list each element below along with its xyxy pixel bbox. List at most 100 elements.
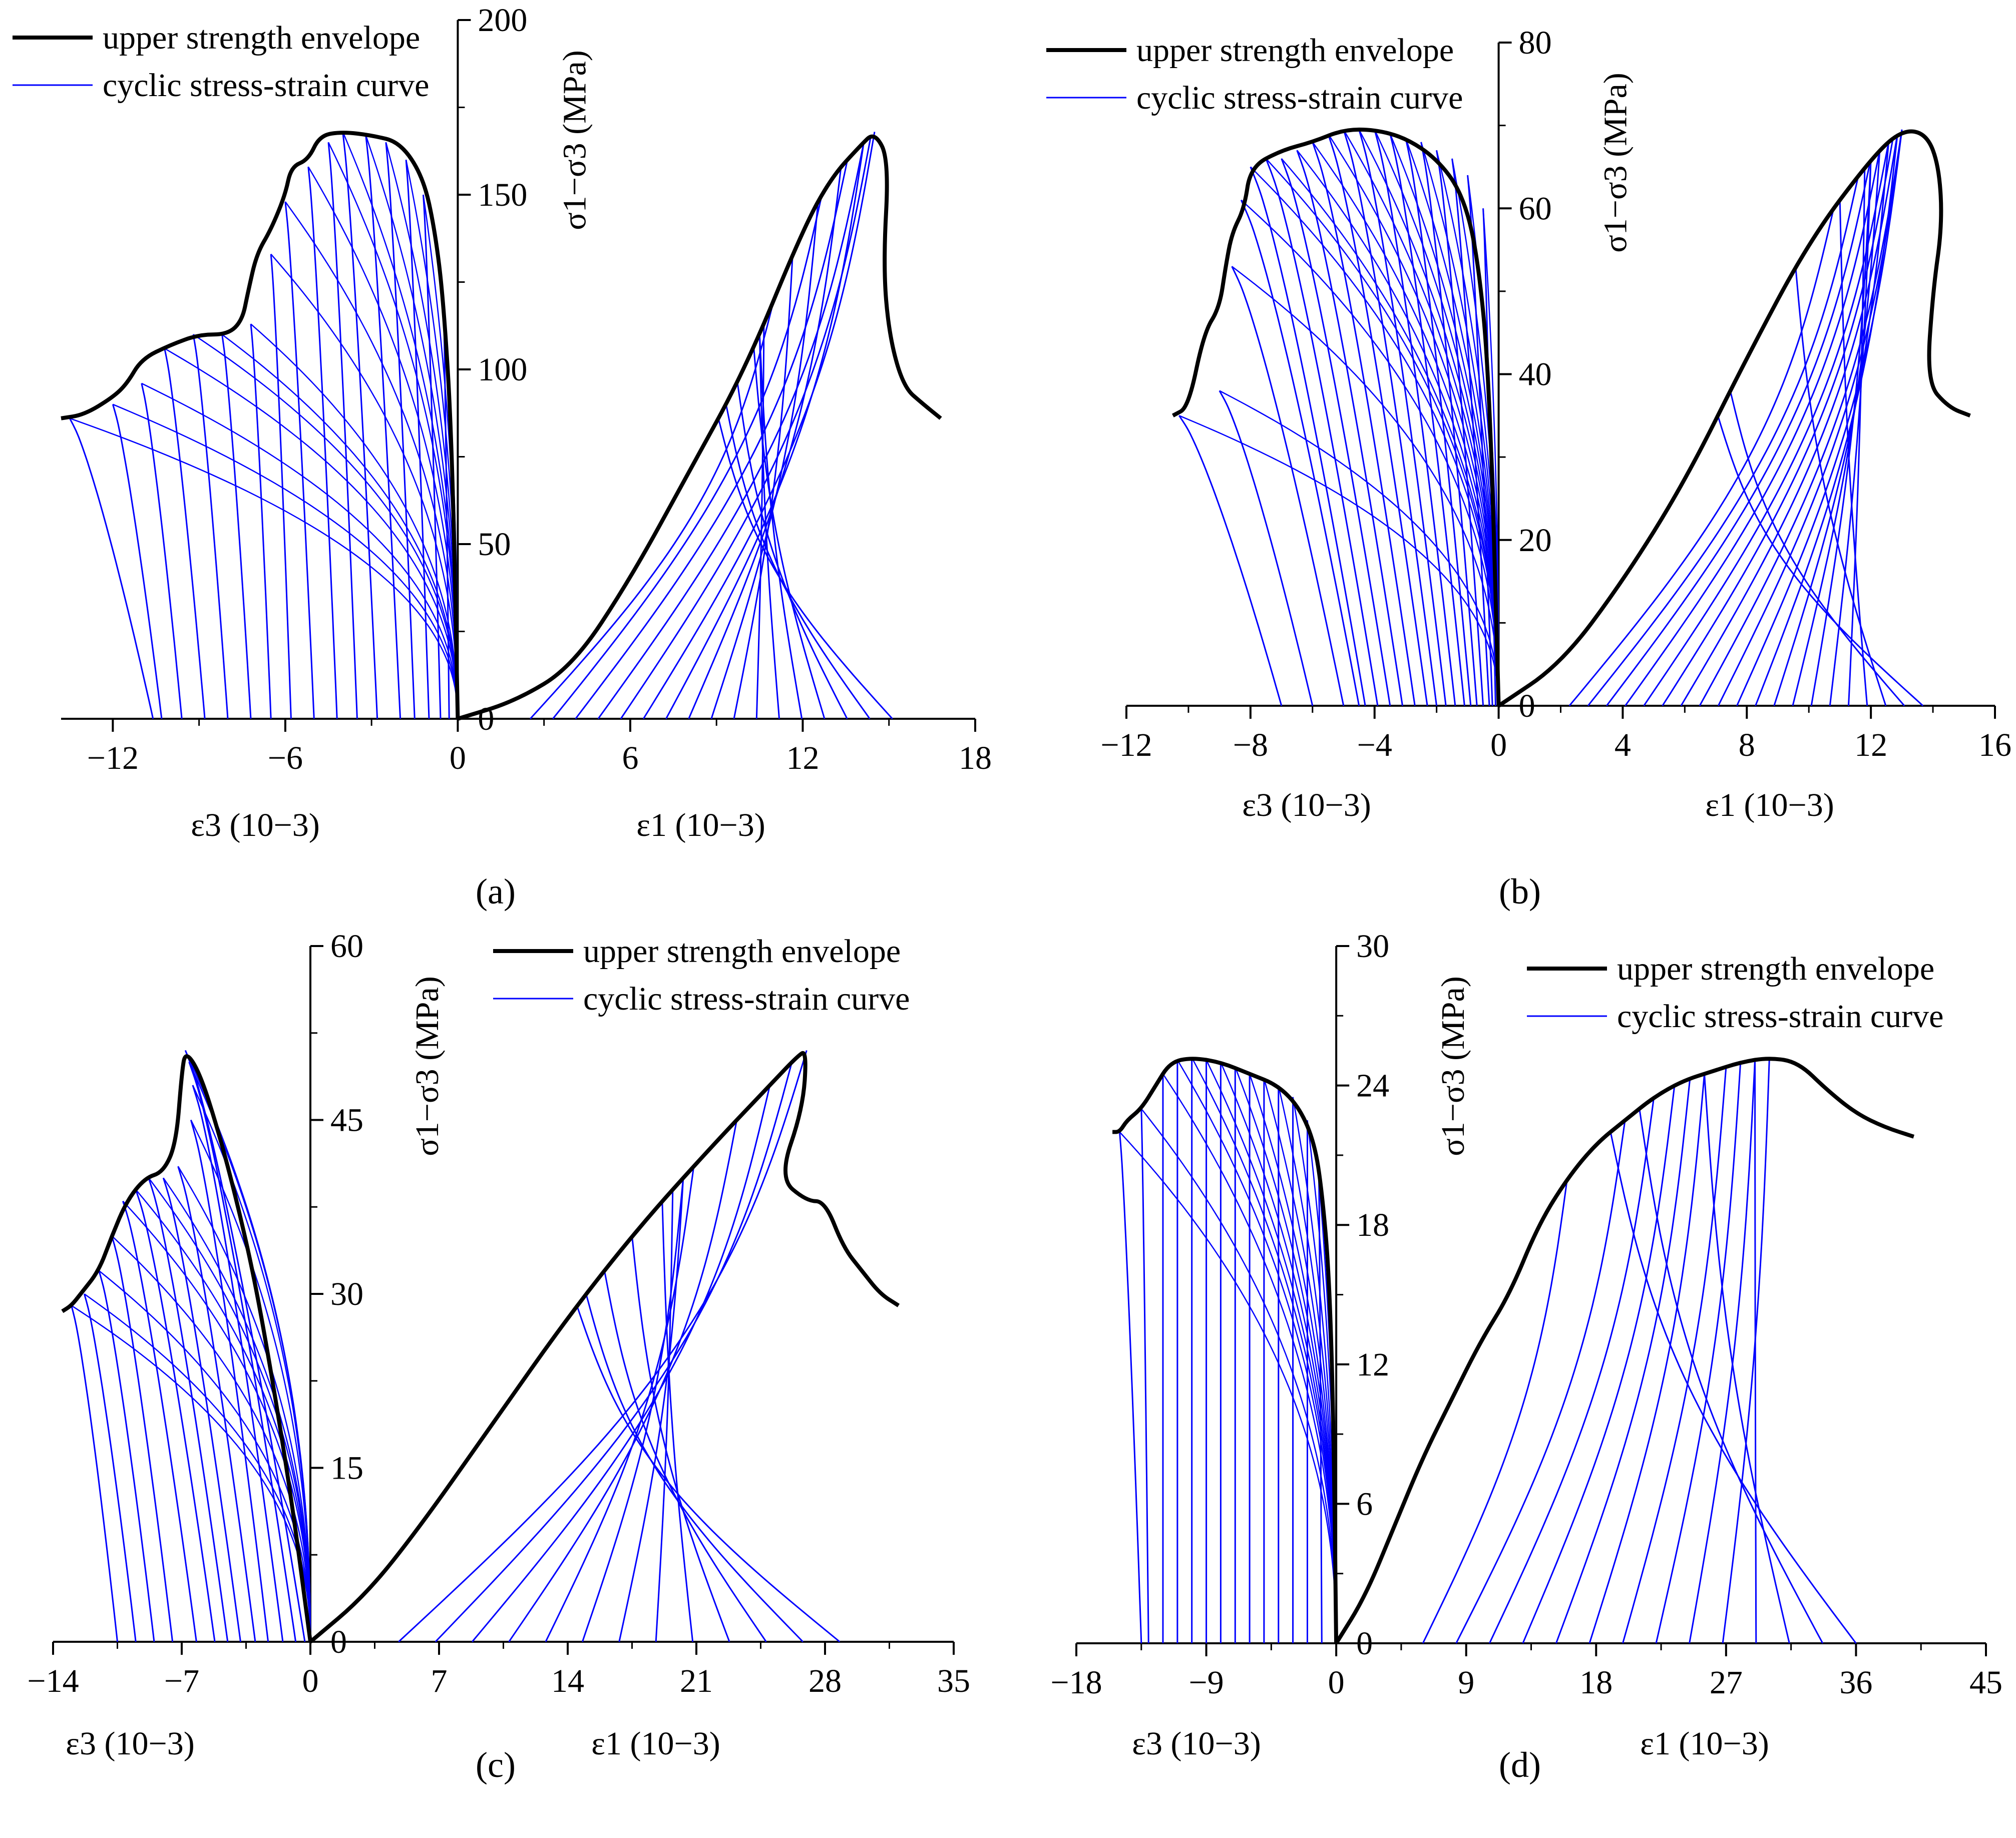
cyclic-curve-eps1 <box>665 142 865 719</box>
panel-label: (d) <box>1499 1745 1541 1785</box>
cyclic-curve-eps1 <box>529 299 775 720</box>
legend-label-cyclic: cyclic stress-strain curve <box>1617 998 1943 1035</box>
y-tick-label: 45 <box>330 1102 363 1139</box>
x-tick-label: 36 <box>1839 1664 1872 1701</box>
cyclic-curve-eps3 <box>1219 390 1314 706</box>
cyclic-curve-eps3-reload <box>193 334 459 719</box>
cyclic-curve-eps3 <box>1265 158 1379 706</box>
cyclic-curve-eps1 <box>1422 1178 1568 1644</box>
cyclic-curve-eps1 <box>1609 1132 1857 1644</box>
x-tick-label: 14 <box>551 1663 584 1699</box>
y-axis-label: σ1−σ3 (MPa) <box>1435 976 1471 1156</box>
cyclic-curve-eps1 <box>1555 1078 1691 1644</box>
cyclic-curve-eps1 <box>1655 1062 1742 1644</box>
x-tick-label: 16 <box>1978 727 2011 763</box>
cyclic-curve-eps3 <box>1119 1132 1142 1644</box>
cyclic-curve-eps3-reload <box>99 1270 311 1642</box>
x-tick-label: 0 <box>302 1663 319 1699</box>
x-tick-label: 18 <box>1579 1664 1612 1701</box>
cyclic-curve-eps1 <box>661 1201 694 1642</box>
y-tick-label: 30 <box>330 1276 363 1312</box>
y-axis-label: σ1−σ3 (MPa) <box>556 50 593 230</box>
cyclic-curve-eps3-reload <box>112 403 459 719</box>
x-tick-label: −9 <box>1188 1664 1224 1701</box>
y-tick-label: 15 <box>330 1450 363 1487</box>
cyclic-curve-eps3 <box>1281 158 1391 706</box>
envelope-eps1 <box>457 134 942 721</box>
x-axis-label-eps3: ε3 (10−3) <box>191 807 319 843</box>
envelope-eps3 <box>1112 1057 1339 1644</box>
cyclic-curve-eps1 <box>1680 133 1898 706</box>
cyclic-curve-eps3-reload <box>190 1119 311 1642</box>
y-tick-label: 150 <box>478 177 527 213</box>
cyclic-curve-eps1 <box>576 1305 841 1643</box>
cyclic-curve-eps1 <box>575 159 849 719</box>
legend-label-envelope: upper strength envelope <box>583 933 901 970</box>
legend-label-cyclic: cyclic stress-strain curve <box>583 981 910 1017</box>
x-tick-label: 28 <box>809 1663 842 1699</box>
y-tick-label: 200 <box>478 2 527 39</box>
cyclic-curve-eps1 <box>435 1062 793 1643</box>
cyclic-curve-eps1 <box>1625 150 1881 706</box>
cyclic-curve-eps1 <box>1606 158 1872 706</box>
cyclic-curve-eps3 <box>190 1120 269 1642</box>
x-tick-label: −18 <box>1050 1664 1102 1701</box>
cyclic-curve-eps3 <box>1405 138 1472 706</box>
y-tick-label: 0 <box>1356 1625 1373 1662</box>
cyclic-curve-eps3 <box>1436 150 1484 706</box>
cyclic-curve-eps1 <box>552 194 823 719</box>
x-tick-label: −4 <box>1357 727 1392 763</box>
cyclic-curve-eps3 <box>385 142 416 719</box>
y-tick-label: 0 <box>330 1624 347 1660</box>
x-tick-label: −14 <box>27 1663 79 1699</box>
cyclic-curve-eps1 <box>1455 1120 1626 1644</box>
panel-label: (b) <box>1499 871 1541 911</box>
cyclic-curve-eps3-reload <box>164 348 459 719</box>
cyclic-curve-eps1 <box>1588 1074 1706 1644</box>
cyclic-curve-eps3 <box>1231 266 1345 706</box>
cyclic-curve-eps1 <box>631 1236 730 1642</box>
cyclic-curve-eps3-reload <box>1119 1131 1337 1644</box>
y-tick-label: 40 <box>1519 356 1552 393</box>
cyclic-curve-eps1 <box>1829 158 1872 706</box>
cyclic-curve-eps1 <box>1643 142 1890 706</box>
x-tick-label: −12 <box>1100 727 1152 763</box>
cyclic-curve-eps1 <box>581 1178 684 1642</box>
legend-label-envelope: upper strength envelope <box>103 20 420 56</box>
x-tick-label: −7 <box>164 1663 199 1699</box>
envelope-eps3 <box>61 1054 312 1642</box>
cyclic-curve-eps3-reload <box>122 1200 311 1642</box>
y-tick-label: 80 <box>1519 25 1552 61</box>
envelope-eps3 <box>61 131 460 719</box>
x-tick-label: −12 <box>87 740 139 776</box>
y-tick-label: 30 <box>1356 928 1389 965</box>
cyclic-curve-eps3 <box>270 254 292 719</box>
x-tick-label: −8 <box>1233 727 1268 763</box>
cyclic-curve-eps3-reload <box>163 1177 311 1642</box>
cyclic-curve-eps3 <box>307 167 338 719</box>
cyclic-curve-eps1 <box>597 142 865 719</box>
cyclic-curve-eps3-reload <box>148 1177 311 1642</box>
cyclic-curve-eps3 <box>1296 150 1403 706</box>
cyclic-curve-eps3-reload <box>270 253 459 719</box>
cyclic-curve-eps1 <box>1704 1074 1790 1644</box>
y-tick-label: 60 <box>1519 190 1552 227</box>
x-tick-label: 7 <box>431 1663 448 1699</box>
cyclic-curve-eps3-reload <box>1231 266 1499 706</box>
cyclic-curve-eps3 <box>188 1062 297 1642</box>
y-tick-label: 6 <box>1356 1486 1373 1522</box>
x-tick-label: 45 <box>1969 1664 2002 1701</box>
cyclic-curve-eps3 <box>83 1293 137 1642</box>
cyclic-curve-eps3-reload <box>141 382 459 719</box>
cyclic-curve-eps3-reload <box>1241 199 1499 706</box>
cyclic-curve-eps3 <box>1178 415 1283 706</box>
x-tick-label: 9 <box>1458 1664 1474 1701</box>
cyclic-curve-eps1 <box>725 404 871 719</box>
cyclic-curve-eps3 <box>1318 1178 1323 1644</box>
legend: upper strength envelope cyclic stress-str… <box>13 20 429 104</box>
chart-panel-b: −12 −8 −4 0 4 8 12 16 0 20 40 60 80 σ1−σ3 (MPa) ε3 (10… <box>1046 25 2011 911</box>
cyclic-curve-eps3 <box>405 160 430 719</box>
panel-label: (a) <box>476 871 516 911</box>
cyclic-curve-eps1 <box>1848 167 1866 706</box>
